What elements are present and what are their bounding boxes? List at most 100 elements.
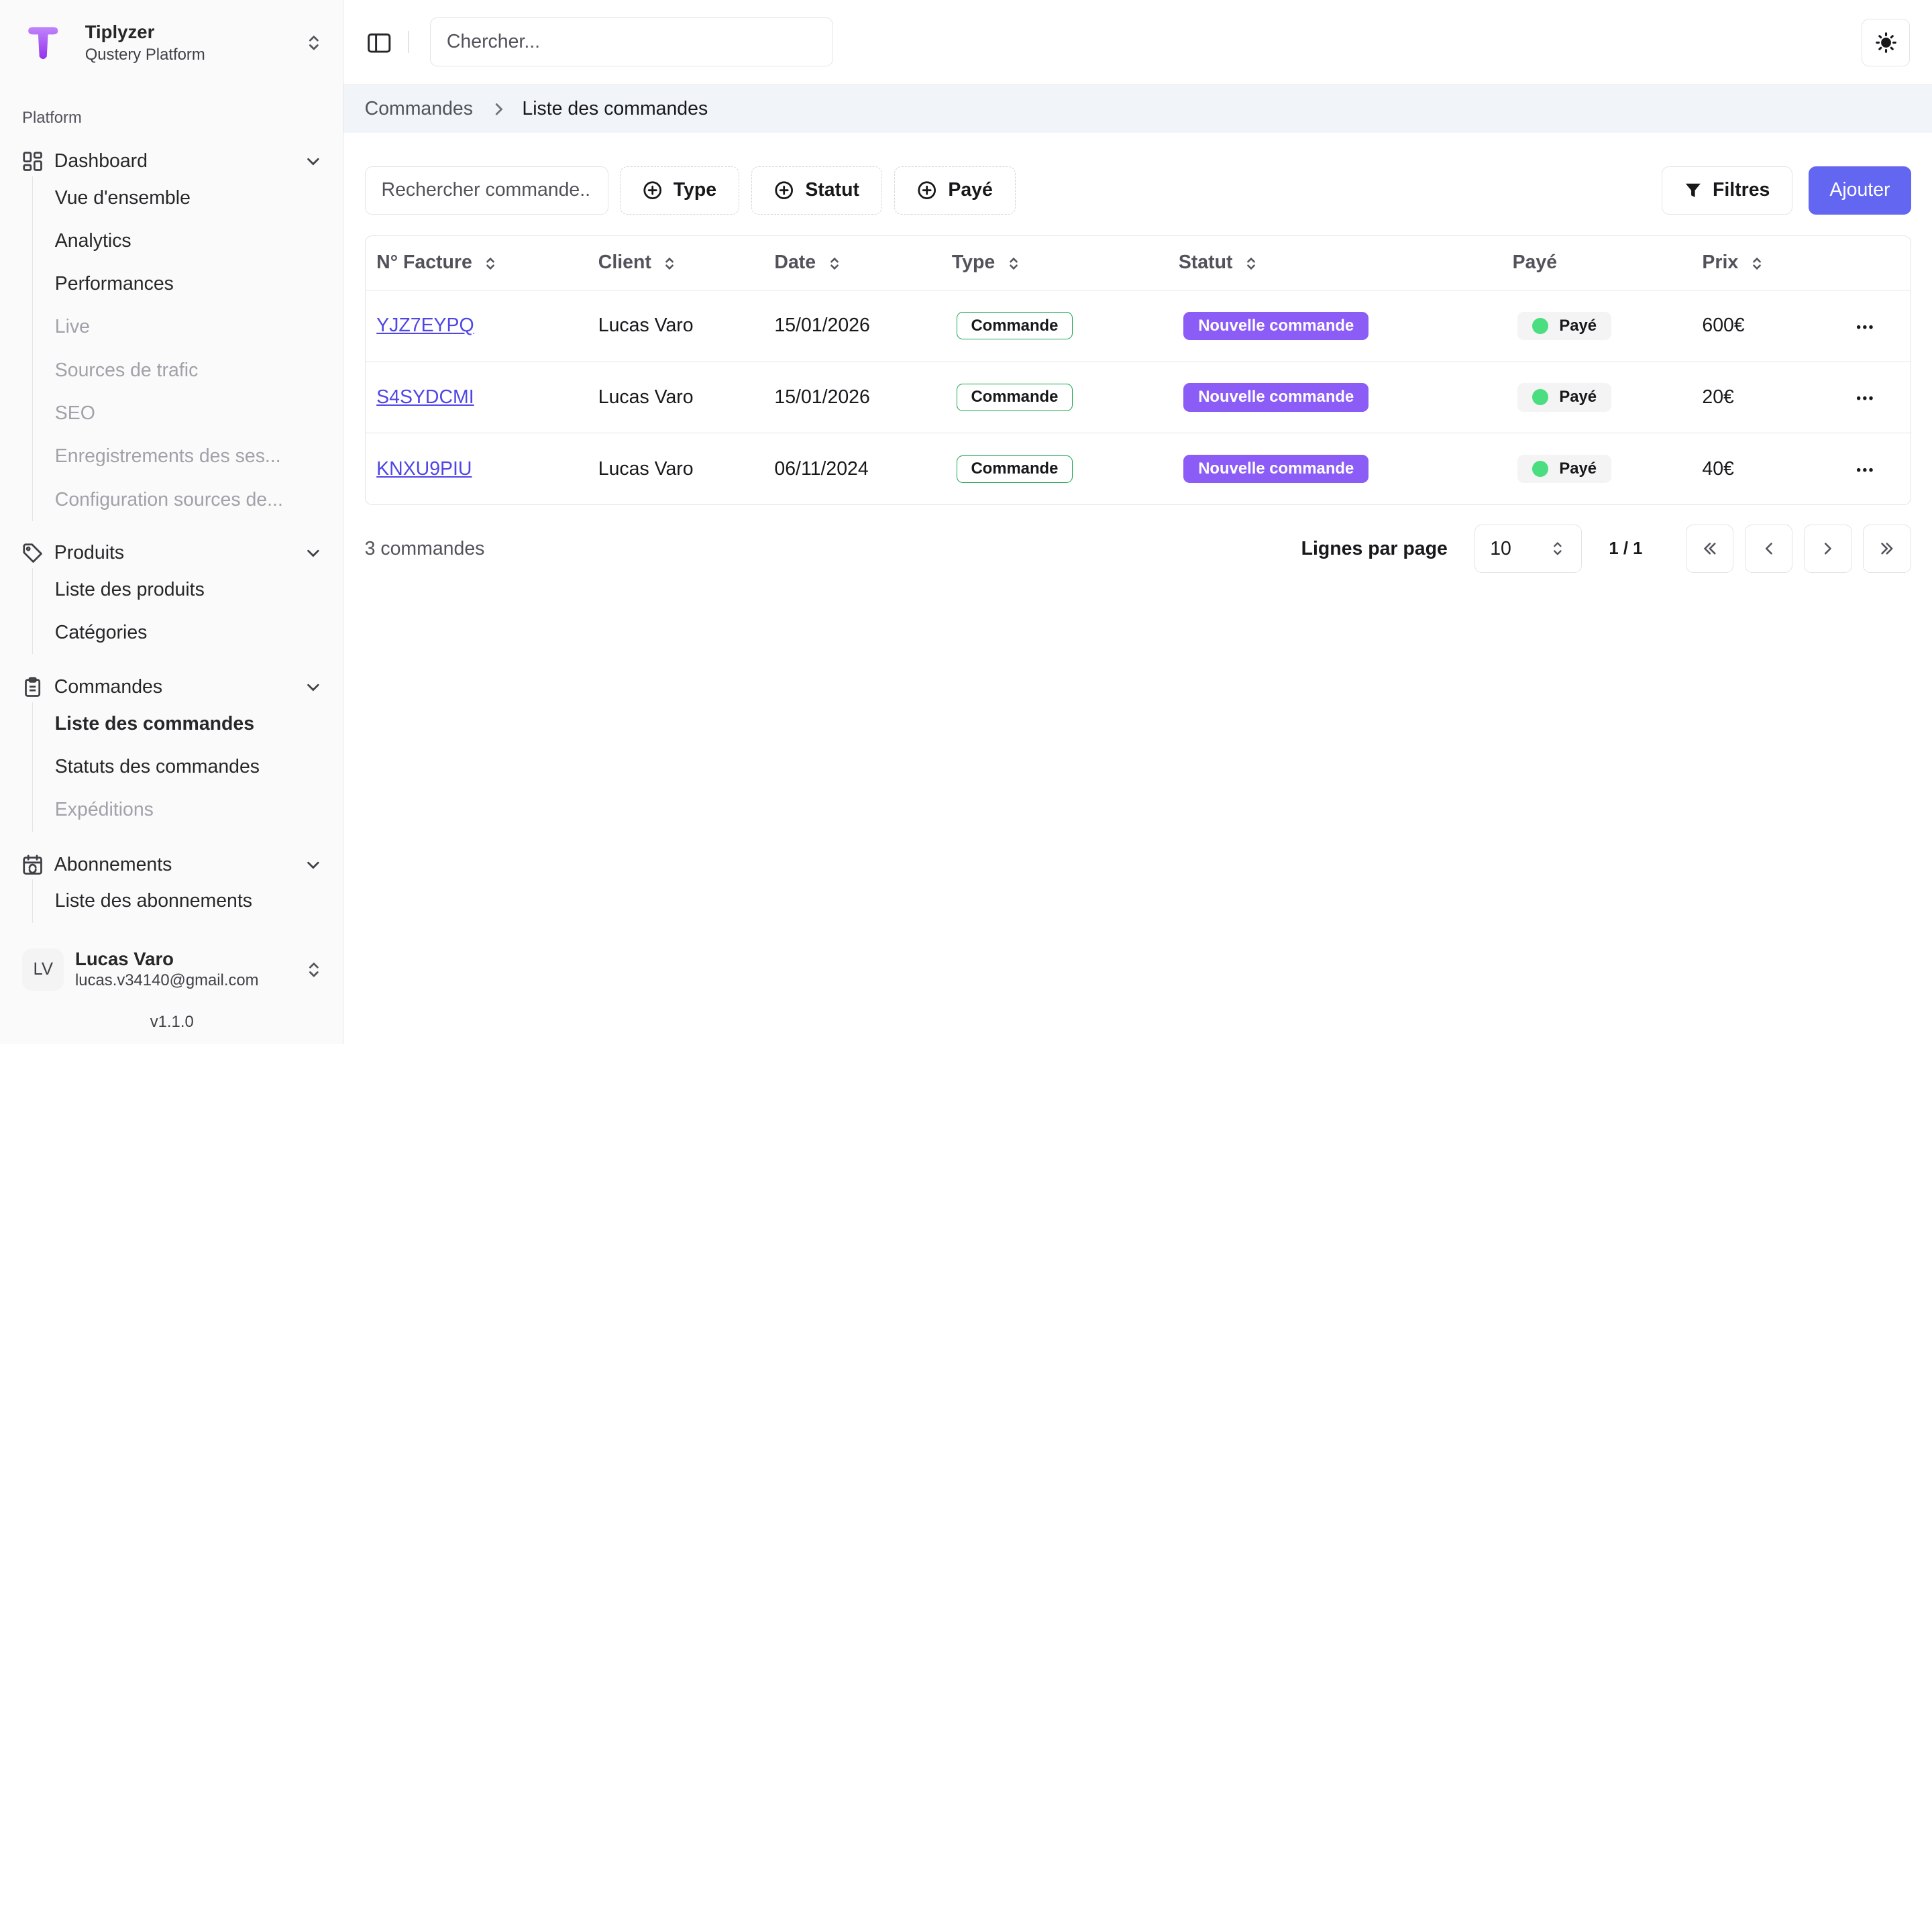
col-header-statut[interactable]: Statut xyxy=(1167,235,1502,291)
sidebar-toggle-icon[interactable] xyxy=(366,30,392,56)
breadcrumb-parent-link[interactable]: Commandes xyxy=(364,98,473,120)
chevrons-right-icon xyxy=(1881,543,1893,555)
sidebar-item-sources-trafic[interactable]: Sources de trafic xyxy=(54,359,199,381)
main-content: Commandes Liste des commandes Type Statu… xyxy=(343,0,1932,1044)
paye-filter-button[interactable]: Payé xyxy=(894,166,1016,215)
invoice-link[interactable]: S4SYDCMI xyxy=(376,386,474,408)
nav-group-label: Produits xyxy=(54,542,125,564)
type-filter-label: Type xyxy=(673,179,717,201)
row-actions-button[interactable] xyxy=(1852,457,1877,482)
add-order-button[interactable]: Ajouter xyxy=(1809,166,1911,215)
sidebar-item-liste-produits[interactable]: Liste des produits xyxy=(54,578,205,600)
sidebar-item-performances[interactable]: Performances xyxy=(54,273,174,295)
sidebar-item-enregistrements[interactable]: Enregistrements des ses... xyxy=(54,445,281,468)
sidebar-item-liste-abonnements[interactable]: Liste des abonnements xyxy=(54,890,253,912)
paid-label: Payé xyxy=(1559,316,1597,335)
col-header-type[interactable]: Type xyxy=(941,235,1168,291)
next-page-button[interactable] xyxy=(1803,525,1852,573)
chevrons-left-icon xyxy=(1703,543,1716,555)
sidebar-item-vue-ensemble[interactable]: Vue d'ensemble xyxy=(54,186,191,209)
app-version: v1.1.0 xyxy=(150,1012,194,1031)
sidebar-item-statuts-commandes[interactable]: Statuts des commandes xyxy=(54,756,260,778)
paid-label: Payé xyxy=(1559,459,1597,478)
first-page-button[interactable] xyxy=(1685,525,1734,573)
sort-icon xyxy=(665,257,674,270)
nav-group-dashboard: Dashboard Vue d'ensemble Analytics Perfo… xyxy=(0,147,343,521)
theme-toggle-button[interactable] xyxy=(1862,18,1910,67)
calendar-sync-icon xyxy=(23,855,42,875)
chevron-down-icon xyxy=(307,683,319,692)
row-actions-button[interactable] xyxy=(1852,315,1877,339)
col-header-prix[interactable]: Prix xyxy=(1690,235,1841,291)
sidebar-item-configuration-sources[interactable]: Configuration sources de... xyxy=(54,488,283,510)
cell-client: Lucas Varo xyxy=(587,290,763,362)
global-search-input[interactable] xyxy=(430,17,833,67)
cell-status: Nouvelle commande xyxy=(1167,433,1501,505)
nav-submenu-abonnements: Liste des abonnements xyxy=(32,879,344,923)
nav-group-abonnements-toggle[interactable]: Abonnements xyxy=(0,850,343,879)
invoice-link[interactable]: YJZ7EYPQ xyxy=(376,315,474,337)
sidebar-item-live[interactable]: Live xyxy=(54,316,90,338)
more-horizontal-icon xyxy=(1856,396,1873,400)
table-row: KNXU9PIU Lucas Varo 06/11/2024 Commande … xyxy=(366,433,1911,505)
rows-per-page-select[interactable]: 10 xyxy=(1474,525,1582,573)
sidebar-item-analytics[interactable]: Analytics xyxy=(54,229,131,252)
sidebar-item-seo[interactable]: SEO xyxy=(54,402,95,425)
avatar: LV xyxy=(22,948,64,991)
sidebar-item-liste-commandes[interactable]: Liste des commandes xyxy=(54,712,255,734)
col-header-client[interactable]: Client xyxy=(587,235,763,291)
breadcrumb: Commandes Liste des commandes xyxy=(343,85,1932,133)
paid-badge: Payé xyxy=(1517,454,1612,484)
chevron-right-icon xyxy=(495,103,503,115)
col-header-date[interactable]: Date xyxy=(763,235,941,291)
cell-client: Lucas Varo xyxy=(598,457,694,480)
nav-group-abonnements: Abonnements Liste des abonnements xyxy=(0,850,344,923)
plus-circle-icon xyxy=(775,181,794,200)
cell-invoice: KNXU9PIU xyxy=(366,433,588,505)
plus-circle-icon xyxy=(643,181,661,200)
filters-button[interactable]: Filtres xyxy=(1661,166,1793,215)
sun-icon xyxy=(1875,32,1896,53)
last-page-button[interactable] xyxy=(1863,525,1911,573)
nav-group-label: Commandes xyxy=(54,676,163,698)
paid-dot-icon xyxy=(1532,461,1548,478)
nav-submenu-commandes: Liste des commandes Statuts des commande… xyxy=(32,702,344,832)
statut-filter-button[interactable]: Statut xyxy=(751,166,882,215)
chevrons-up-down-icon xyxy=(309,962,319,977)
sidebar-item-expeditions[interactable]: Expéditions xyxy=(54,799,154,821)
sidebar-item-categories[interactable]: Catégories xyxy=(54,621,148,643)
nav-group-commandes-toggle[interactable]: Commandes xyxy=(0,673,343,702)
cell-type: Commande xyxy=(941,433,1167,505)
type-filter-button[interactable]: Type xyxy=(619,166,740,215)
sidebar-section-label: Platform xyxy=(22,108,82,127)
table-toolbar: Type Statut Payé Filtres Ajouter xyxy=(364,166,1911,215)
nav-group-produits-toggle[interactable]: Produits xyxy=(0,539,343,568)
cell-type: Commande xyxy=(941,362,1168,434)
rows-per-page-label: Lignes par page xyxy=(1301,537,1448,559)
cell-date: 15/01/2026 xyxy=(763,290,941,362)
app-root: Tiplyzer Qustery Platform Platform Dashb… xyxy=(0,0,1932,1044)
user-menu[interactable]: LV Lucas Varo lucas.v34140@gmail.com xyxy=(22,946,323,993)
cell-paid: Payé xyxy=(1501,433,1691,505)
team-switcher[interactable]: Tiplyzer Qustery Platform xyxy=(22,19,323,66)
user-name: Lucas Varo xyxy=(75,948,174,970)
cell-invoice: S4SYDCMI xyxy=(365,362,588,434)
order-search-input[interactable] xyxy=(364,166,609,215)
cell-price: 20€ xyxy=(1690,362,1841,434)
col-header-label: Prix xyxy=(1702,252,1739,274)
more-horizontal-icon xyxy=(1856,468,1873,472)
nav-group-label: Abonnements xyxy=(54,853,172,875)
nav-group-commandes: Commandes Liste des commandes Statuts de… xyxy=(0,673,343,832)
nav-submenu-produits: Liste des produits Catégories xyxy=(32,567,344,655)
col-header-facture[interactable]: N° Facture xyxy=(365,235,588,291)
col-header-paye: Payé xyxy=(1501,235,1691,291)
type-badge: Commande xyxy=(957,383,1073,411)
row-actions-button[interactable] xyxy=(1852,386,1877,411)
status-badge: Nouvelle commande xyxy=(1183,383,1369,412)
cell-actions xyxy=(1841,290,1911,362)
chevron-down-icon xyxy=(307,158,319,166)
col-header-label: N° Facture xyxy=(376,252,472,274)
previous-page-button[interactable] xyxy=(1744,525,1793,573)
nav-group-dashboard-toggle[interactable]: Dashboard xyxy=(0,147,343,176)
invoice-link[interactable]: KNXU9PIU xyxy=(376,457,472,480)
